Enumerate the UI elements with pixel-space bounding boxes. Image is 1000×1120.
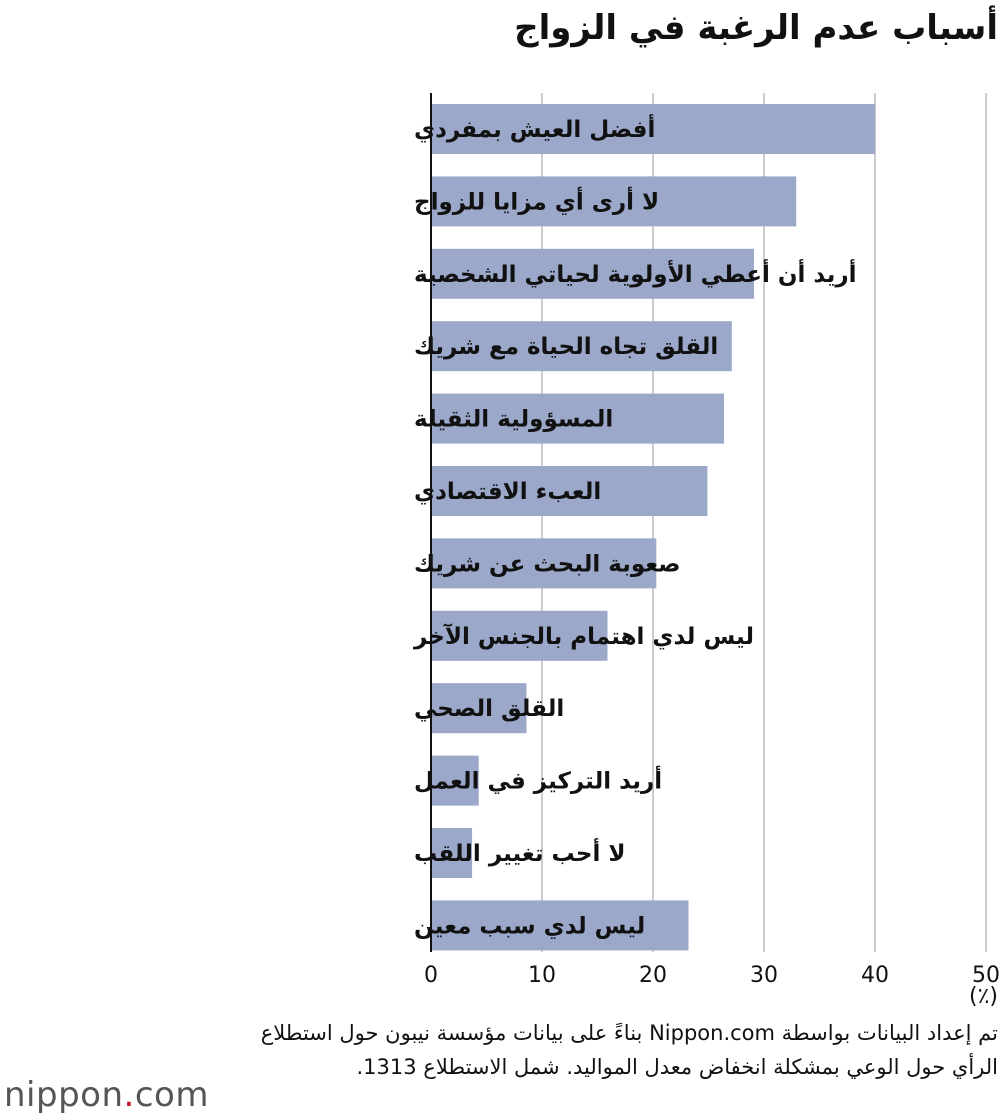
- nippon-logo: nippon.com: [4, 1075, 209, 1115]
- category-label: لا أرى أي مزايا للزواج: [414, 185, 659, 215]
- bar: [431, 538, 657, 589]
- unit-label: (٪): [969, 984, 998, 1009]
- chart-title: أسباب عدم الرغبة في الزواج: [514, 8, 998, 48]
- x-tick-label: 0: [424, 963, 438, 988]
- bar: [431, 321, 732, 372]
- category-label: ليس لدي سبب معين: [414, 913, 645, 939]
- logo-name: nippon: [4, 1075, 124, 1115]
- bar-chart: أفضل العيش بمفردي لا أرى أي مزايا للزواج أ…: [413, 93, 1000, 988]
- category-label: المسؤولية الثقيلة: [414, 407, 613, 433]
- category-label: ليس لدي اهتمام بالجنس الآخر: [413, 623, 754, 650]
- category-labels: أفضل العيش بمفردي لا أرى أي مزايا للزواج أ…: [413, 113, 856, 939]
- source-note: تم إعداد البيانات بواسطة Nippon.com بناء…: [260, 1021, 998, 1079]
- category-label: القلق تجاه الحياة مع شريك: [414, 334, 718, 360]
- category-label: أريد أن أعطي الأولوية لحياتي الشخصية: [414, 258, 856, 288]
- x-tick-labels: 0 10 20 30 40 50: [424, 963, 1000, 988]
- logo-suffix: com: [134, 1075, 209, 1115]
- bar: [431, 248, 755, 299]
- x-tick-label: 50: [972, 963, 1000, 988]
- logo-dot: .: [123, 1075, 135, 1115]
- category-label: لا أحب تغيير اللقب: [414, 837, 625, 867]
- bar: [431, 393, 725, 444]
- category-label: صعوبة البحث عن شريك: [414, 551, 680, 577]
- bar: [431, 610, 608, 661]
- bar: [431, 900, 689, 951]
- x-tick-label: 40: [861, 963, 889, 988]
- category-label: العبء الاقتصادي: [414, 479, 601, 505]
- bar: [431, 683, 527, 734]
- category-label: أريد التركيز في العمل: [414, 765, 662, 795]
- grid-lines: [541, 93, 987, 952]
- bar: [431, 104, 875, 154]
- x-tick-label: 10: [528, 963, 556, 988]
- category-label: القلق الصحي: [414, 696, 564, 722]
- category-label: أفضل العيش بمفردي: [414, 113, 655, 143]
- x-tick-label: 20: [639, 963, 667, 988]
- bar: [431, 466, 708, 516]
- bar: [431, 755, 479, 806]
- bars: [431, 104, 875, 951]
- x-tick-label: 30: [750, 963, 778, 988]
- bar: [431, 176, 797, 227]
- bar: [431, 828, 473, 878]
